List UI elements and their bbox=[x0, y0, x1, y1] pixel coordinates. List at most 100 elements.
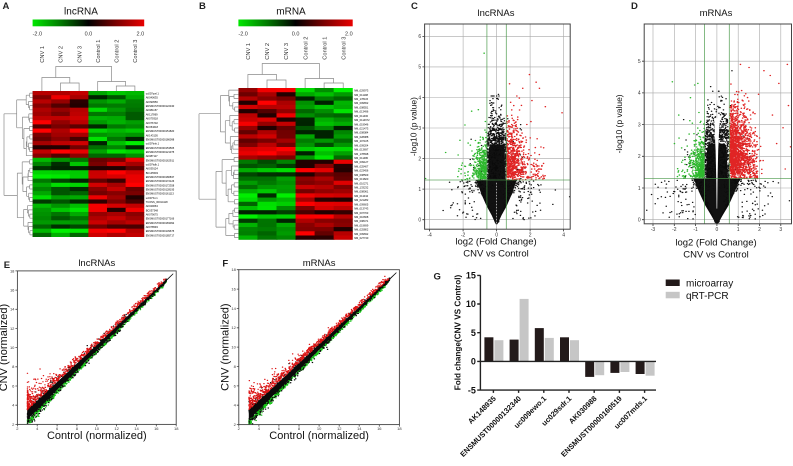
svg-text:2: 2 bbox=[529, 232, 532, 238]
svg-text:F: F bbox=[222, 259, 228, 270]
svg-text:ENSMUST00000162911: ENSMUST00000162911 bbox=[146, 158, 175, 162]
svg-text:18: 18 bbox=[397, 426, 402, 431]
svg-text:AK143105: AK143105 bbox=[146, 133, 159, 137]
svg-text:AK029663: AK029663 bbox=[146, 204, 159, 208]
svg-text:4: 4 bbox=[12, 403, 15, 408]
svg-text:-log10 (p value): -log10 (p value) bbox=[614, 94, 624, 153]
svg-text:AK078593: AK078593 bbox=[146, 225, 159, 229]
svg-text:15: 15 bbox=[466, 271, 476, 281]
svg-text:3: 3 bbox=[779, 227, 782, 233]
svg-text:12: 12 bbox=[114, 426, 119, 431]
svg-text:AK076702: AK076702 bbox=[146, 121, 159, 125]
svg-text:NM_207105: NM_207105 bbox=[354, 139, 369, 143]
svg-text:18: 18 bbox=[10, 268, 15, 273]
svg-text:Control (normalized): Control (normalized) bbox=[269, 430, 369, 442]
svg-text:BC054618: BC054618 bbox=[146, 125, 159, 129]
svg-text:5: 5 bbox=[638, 59, 641, 65]
svg-text:-2: -2 bbox=[672, 227, 677, 233]
svg-text:TCONS_00014118: TCONS_00014118 bbox=[146, 200, 168, 204]
svg-text:2: 2 bbox=[234, 422, 237, 427]
svg-text:NM_011198: NM_011198 bbox=[354, 93, 368, 97]
svg-text:1: 1 bbox=[638, 186, 641, 192]
svg-text:E: E bbox=[4, 260, 10, 271]
svg-text:CNV 1: CNV 1 bbox=[40, 46, 46, 63]
svg-text:1: 1 bbox=[418, 187, 421, 193]
svg-text:0.0: 0.0 bbox=[85, 32, 93, 38]
svg-text:0: 0 bbox=[638, 218, 641, 224]
svg-text:0: 0 bbox=[418, 218, 421, 224]
svg-text:CNV vs Control: CNV vs Control bbox=[463, 249, 528, 260]
svg-text:NM_010271: NM_010271 bbox=[354, 181, 369, 185]
svg-text:CNV vs Control: CNV vs Control bbox=[683, 250, 748, 261]
svg-text:12: 12 bbox=[231, 325, 236, 330]
svg-text:lncRNAs: lncRNAs bbox=[478, 8, 515, 19]
svg-text:NM_011044: NM_011044 bbox=[354, 194, 368, 198]
svg-text:uc007bnk.1: uc007bnk.1 bbox=[146, 142, 160, 146]
svg-text:-5: -5 bbox=[468, 385, 476, 395]
svg-text:4: 4 bbox=[638, 91, 641, 97]
svg-text:10: 10 bbox=[10, 345, 15, 350]
svg-text:NM_009652: NM_009652 bbox=[354, 101, 369, 105]
svg-text:ENSMUST00000128195: ENSMUST00000128195 bbox=[146, 187, 175, 191]
svg-text:NM_178698: NM_178698 bbox=[354, 152, 369, 156]
svg-text:ENSMUST00000172358: ENSMUST00000172358 bbox=[146, 183, 175, 187]
svg-text:5: 5 bbox=[471, 328, 476, 338]
svg-text:-log10 (p value): -log10 (p value) bbox=[409, 97, 419, 156]
svg-text:-3: -3 bbox=[651, 227, 656, 233]
svg-text:2.0: 2.0 bbox=[345, 32, 353, 38]
svg-text:14: 14 bbox=[10, 307, 15, 312]
svg-text:A: A bbox=[3, 1, 10, 12]
svg-text:1: 1 bbox=[737, 227, 740, 233]
svg-text:NM_013743: NM_013743 bbox=[354, 207, 369, 211]
svg-text:NM_178115: NM_178115 bbox=[354, 97, 368, 101]
svg-text:NM_023456: NM_023456 bbox=[354, 169, 369, 173]
svg-text:qRT-PCR: qRT-PCR bbox=[686, 291, 729, 302]
svg-text:uc007kdb.1: uc007kdb.1 bbox=[146, 162, 160, 166]
svg-text:-2.0: -2.0 bbox=[238, 32, 247, 38]
svg-text:C: C bbox=[411, 1, 418, 12]
svg-text:18: 18 bbox=[174, 426, 179, 431]
svg-text:NM_008061: NM_008061 bbox=[354, 190, 369, 194]
svg-text:D: D bbox=[631, 1, 638, 12]
svg-text:ENSMUST00000139675: ENSMUST00000139675 bbox=[146, 229, 175, 233]
svg-text:AK090556: AK090556 bbox=[146, 100, 159, 104]
svg-text:-4: -4 bbox=[427, 232, 432, 238]
svg-text:NM_008471: NM_008471 bbox=[354, 219, 369, 223]
svg-text:12: 12 bbox=[337, 426, 342, 431]
svg-text:NM_133232: NM_133232 bbox=[354, 186, 369, 190]
svg-text:mRNAs: mRNAs bbox=[700, 8, 733, 19]
svg-text:ENSMUST00000122340: ENSMUST00000122340 bbox=[146, 104, 175, 108]
svg-text:NM_008551: NM_008551 bbox=[354, 105, 369, 109]
svg-text:8: 8 bbox=[298, 426, 301, 431]
svg-text:Control 1: Control 1 bbox=[322, 37, 328, 60]
svg-text:AK081157: AK081157 bbox=[146, 108, 158, 112]
svg-text:AK079075: AK079075 bbox=[146, 213, 159, 217]
svg-text:NM_008084: NM_008084 bbox=[354, 131, 369, 135]
svg-text:0: 0 bbox=[716, 227, 719, 233]
svg-text:mRNAs: mRNAs bbox=[303, 258, 336, 269]
svg-text:AK079318: AK079318 bbox=[146, 117, 159, 121]
svg-text:6: 6 bbox=[418, 34, 421, 40]
svg-text:10: 10 bbox=[317, 426, 322, 431]
svg-text:6: 6 bbox=[234, 383, 237, 388]
svg-text:Control 3: Control 3 bbox=[133, 40, 139, 63]
svg-text:14: 14 bbox=[134, 426, 139, 431]
svg-text:6: 6 bbox=[278, 426, 281, 431]
svg-text:NM_013697: NM_013697 bbox=[354, 148, 369, 152]
svg-text:NM_013496: NM_013496 bbox=[354, 110, 369, 114]
svg-text:CNV 1: CNV 1 bbox=[246, 43, 252, 60]
svg-text:AK087117: AK087117 bbox=[146, 154, 158, 158]
svg-text:2.0: 2.0 bbox=[137, 32, 145, 38]
svg-text:ENSMUST00000180837: ENSMUST00000180837 bbox=[146, 175, 175, 179]
svg-text:Control 3: Control 3 bbox=[341, 37, 347, 60]
svg-text:2: 2 bbox=[638, 154, 641, 160]
svg-text:5: 5 bbox=[418, 65, 421, 71]
svg-text:ENSMUST00000161113: ENSMUST00000161113 bbox=[146, 192, 175, 196]
svg-text:Control (normalized): Control (normalized) bbox=[47, 430, 147, 442]
svg-text:18: 18 bbox=[231, 267, 236, 272]
svg-text:2: 2 bbox=[238, 426, 241, 431]
svg-text:4: 4 bbox=[418, 95, 421, 101]
svg-text:8: 8 bbox=[12, 364, 15, 369]
svg-text:6: 6 bbox=[12, 383, 15, 388]
svg-text:NM_009204: NM_009204 bbox=[354, 143, 369, 147]
